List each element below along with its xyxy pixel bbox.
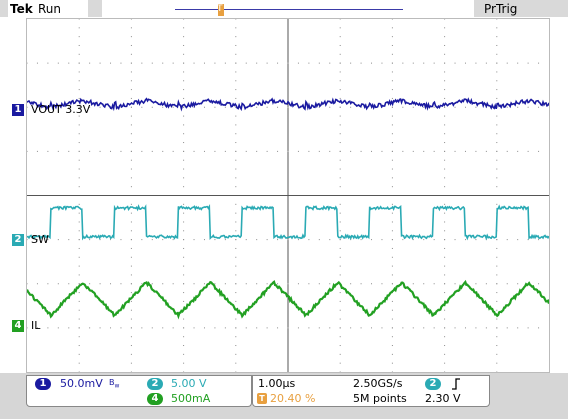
timebase-value: 1.00µs	[258, 377, 296, 390]
waveform-graticule[interactable]	[26, 18, 550, 373]
ch1-waveform	[27, 97, 549, 112]
trigger-level-value: 2.30 V	[425, 392, 461, 405]
rising-edge-icon	[452, 378, 460, 390]
vertical-readout-panel[interactable]: 1 50.0mV Bw 2 5.00 V 4 500mA	[26, 375, 252, 407]
ch4-label: IL	[31, 319, 41, 332]
ch2-scale: 5.00 V	[171, 377, 207, 390]
ch1-ground-marker[interactable]: 1	[12, 104, 24, 116]
record-length-value: 5M points	[353, 392, 407, 405]
record-view-bar	[175, 9, 403, 10]
status-bar-filler	[88, 0, 102, 17]
trigger-status-box	[474, 0, 568, 17]
ch2-ground-marker[interactable]: 2	[12, 234, 24, 246]
graticule-lines	[27, 19, 549, 372]
bandwidth-limit-icon: Bw	[109, 378, 120, 390]
ch1-scale: 50.0mV	[60, 377, 103, 390]
ch2-waveform	[27, 203, 549, 241]
trigger-state: PrTrig	[484, 2, 518, 16]
ch1-badge: 1	[35, 378, 51, 390]
trigger-position-badge-icon: T	[257, 393, 267, 404]
ch1-label: VOUT 3.3V	[31, 103, 91, 116]
sample-rate-value: 2.50GS/s	[353, 377, 403, 390]
ch2-label: SW	[31, 233, 49, 246]
ch4-ground-marker[interactable]: 4	[12, 320, 24, 332]
ch4-scale: 500mA	[171, 392, 211, 405]
horizontal-readout-panel[interactable]: 1.00µs 2.50GS/s T 20.40 % 5M points 2 2.…	[252, 375, 490, 407]
readout-bar: 1 50.0mV Bw 2 5.00 V 4 500mA 1.00µs 2.50…	[0, 373, 568, 419]
horizontal-position-value: 20.40 %	[270, 392, 316, 405]
trigger-source-badge: 2	[425, 378, 441, 390]
status-bar: Tek Run PrTrig T	[0, 0, 568, 18]
ch4-badge: 4	[147, 393, 163, 405]
ch4-waveform	[27, 279, 549, 320]
brand-logo: Tek	[10, 2, 33, 16]
status-bar-edge	[0, 0, 8, 17]
acquisition-state[interactable]: Run	[38, 2, 62, 16]
trigger-position-icon[interactable]: T	[217, 4, 224, 16]
ch2-badge: 2	[147, 378, 163, 390]
